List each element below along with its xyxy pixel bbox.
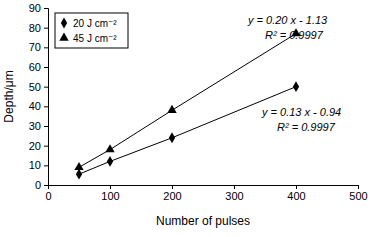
y-tick-label: 90 [29,2,41,14]
point [107,156,113,167]
marks [74,28,300,179]
y-tick-label: 20 [29,140,41,152]
y-tick-mark [44,8,48,9]
y-tick-label: 50 [29,81,41,93]
x-tick-mark [110,185,111,189]
y-tick-mark [44,47,48,48]
y-tick-mark [44,87,48,88]
y-tick-mark [44,126,48,127]
series-line [79,34,296,168]
x-tick: 100 [101,185,119,202]
plot: 0 100 200 300 400 500 0 10 20 30 40 50 60 70 80 90 [29,2,368,202]
y-tick: 70 [29,41,48,53]
point [105,144,114,152]
x-tick-label: 500 [349,190,367,202]
x-tick-label: 0 [45,190,51,202]
y-tick-label: 80 [29,22,41,34]
series-line [79,87,296,175]
x-axis: 0 100 200 300 400 500 [45,185,367,202]
x-tick-label: 200 [163,190,181,202]
y-axis: 0 10 20 30 40 50 60 70 80 90 [29,2,49,191]
legend-marker [61,18,67,29]
y-tick: 20 [29,140,48,152]
y-tick: 90 [29,2,48,14]
y-tick: 50 [29,81,48,93]
y-tick-mark [44,67,48,68]
point [293,81,299,92]
x-tick-mark [358,185,359,189]
y-axis-title: Depth/μm [2,70,16,122]
x-tick-mark [234,185,235,189]
y-tick-mark [44,106,48,107]
x-tick: 400 [287,185,305,202]
annotation: y = 0.20 x - 1.13 [247,14,328,26]
x-tick-mark [296,185,297,189]
y-tick-label: 0 [35,179,41,191]
y-tick-label: 70 [29,41,41,53]
point [76,169,82,180]
y-axis-line [44,9,49,186]
point [74,162,83,170]
y-tick: 10 [29,159,48,171]
x-tick-label: 100 [101,190,119,202]
legend-marker [59,33,68,41]
x-axis-line [49,186,359,190]
legend-label: 20 J cm⁻² [73,18,117,29]
y-tick: 60 [29,61,48,73]
y-tick: 40 [29,100,48,112]
annotation: R² = 0.9997 [265,29,324,41]
x-tick-mark [172,185,173,189]
y-tick-mark [44,165,48,166]
x-tick-label: 400 [287,190,305,202]
y-tick-mark [44,185,48,186]
legend-label: 45 J cm⁻² [73,33,117,44]
y-tick: 0 [35,179,48,191]
point [167,105,176,113]
y-tick-label: 60 [29,61,41,73]
annotation: R² = 0.9997 [277,121,336,133]
y-tick-mark [44,146,48,147]
y-tick-mark [44,28,48,29]
x-axis-title: Number of pulses [156,214,250,228]
chart: 0 100 200 300 400 500 0 10 20 30 40 50 60 70 80 90 Numbe… [0,0,373,237]
point [169,132,175,143]
x-tick: 0 [45,185,51,202]
y-tick: 30 [29,120,48,132]
x-tick: 200 [163,185,181,202]
x-tick-label: 300 [225,190,243,202]
annotation: y = 0.13 x - 0.94 [261,106,341,118]
legend-box [55,13,128,48]
y-tick: 80 [29,22,48,34]
x-tick: 500 [349,185,367,202]
x-tick: 300 [225,185,243,202]
y-tick-label: 10 [29,159,41,171]
y-tick-label: 40 [29,100,41,112]
legend: 20 J cm⁻² 45 J cm⁻² [55,13,128,48]
y-tick-label: 30 [29,120,41,132]
